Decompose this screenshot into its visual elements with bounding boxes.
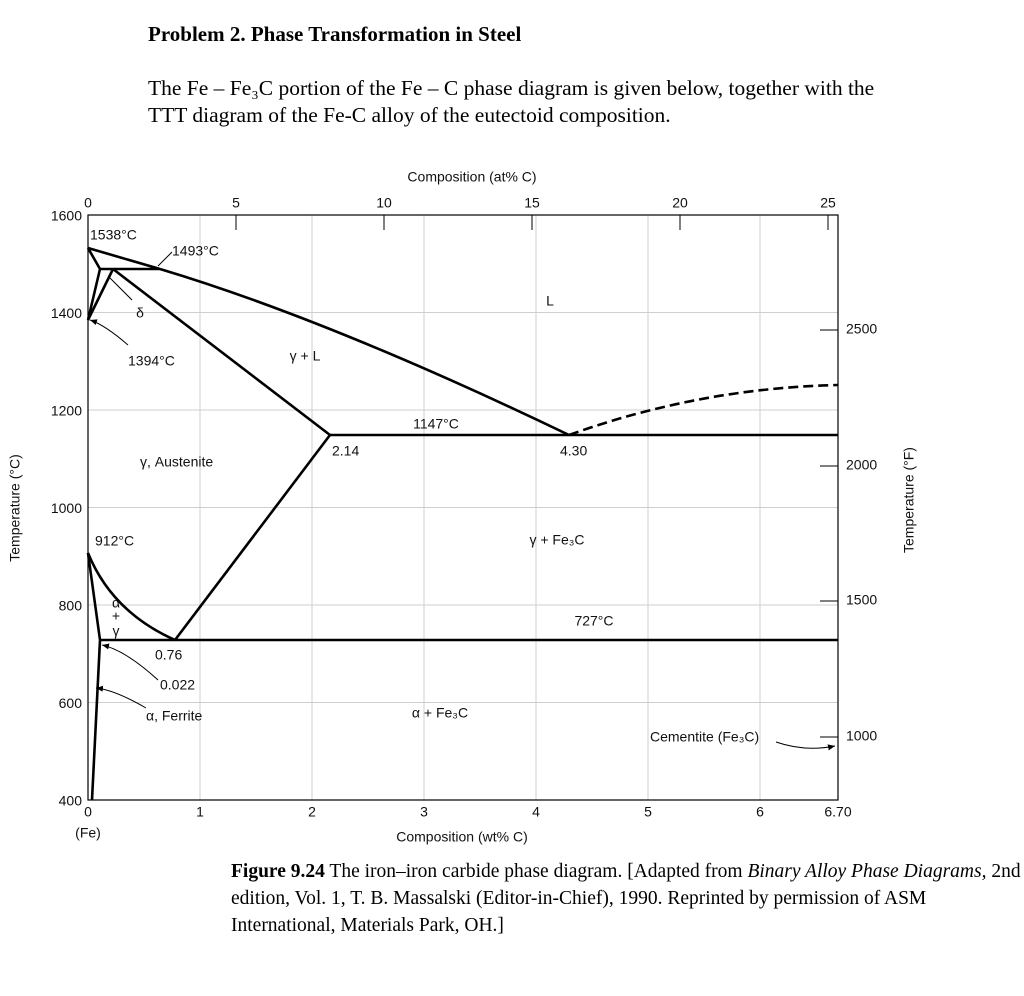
liquidus [159, 267, 570, 437]
top-axis-title: Composition (at% C) [407, 169, 536, 185]
x-tick-label: 0 [84, 804, 92, 820]
ferrite-solvus [86, 552, 102, 801]
top-tick-label: 15 [524, 195, 540, 211]
caption-label: Figure 9.24 [231, 861, 325, 882]
annotation: α, Ferrite [146, 708, 203, 724]
x-tick-label: 5 [644, 804, 652, 820]
leaders [89, 251, 836, 751]
top-tick-label: 25 [820, 195, 836, 211]
annotation: 4.30 [560, 443, 587, 459]
caption-text: The iron–iron carbide phase diagram. [Ad… [324, 861, 748, 882]
x-tick-label: 1 [196, 804, 204, 820]
a3-line [86, 552, 176, 642]
caption-italic: Binary Alloy Phase Diagrams, [747, 861, 987, 882]
y-tick-label: 600 [59, 695, 83, 711]
x-tick-label: 2 [308, 804, 316, 820]
y2-tick-label: 1000 [846, 728, 877, 744]
annotation: γ + Fe₃C [529, 532, 584, 548]
x-tick-label: 4 [532, 804, 540, 820]
problem-title: Problem 2. Phase Transformation in Steel [148, 22, 522, 46]
annotation: 2.14 [332, 443, 359, 459]
leader [101, 643, 159, 681]
y2-tick-label: 1500 [846, 592, 877, 608]
top-tick-label: 10 [376, 195, 392, 211]
leader [109, 277, 133, 301]
y-axis-title: Temperature (°C) [7, 454, 23, 562]
liquidus-dashed [568, 383, 839, 437]
x-tick-label: 6 [756, 804, 764, 820]
annotation: 0.76 [155, 647, 182, 663]
caption-text: 2nd edition, Vol. 1, T. B. Massalski (Ed… [231, 861, 1021, 936]
y-tick-label: 400 [59, 793, 83, 809]
annotation: L [546, 293, 554, 309]
top-tick-label: 20 [672, 195, 688, 211]
x-tick-label: 6.70 [824, 804, 851, 820]
annotation: γ, Austenite [140, 454, 213, 470]
figure-caption: Figure 9.24 The iron–iron carbide phase … [231, 858, 1021, 939]
y-tick-label: 800 [59, 598, 83, 614]
annotation: 0.022 [160, 677, 195, 693]
annotation: γ [113, 623, 120, 639]
acm-line [173, 434, 332, 641]
top-tick-label: 5 [232, 195, 240, 211]
problem-text: The Fe – Fe₃C portion of the Fe – C phas… [148, 76, 875, 127]
annotation: Cementite (Fe₃C) [650, 729, 759, 745]
y2-tick-label: 2000 [846, 457, 877, 473]
solidus [112, 267, 331, 437]
y-tick-label: 1000 [51, 500, 82, 516]
fe-label: (Fe) [75, 825, 101, 841]
y-tick-label: 1200 [51, 403, 82, 419]
leader [95, 685, 147, 709]
delta-boundary [86, 268, 115, 321]
y2-tick-label: 2500 [846, 321, 877, 337]
peritectic [86, 246, 161, 271]
annotation: 1147°C [413, 416, 459, 432]
annotation: 1493°C [172, 243, 219, 259]
x-axis-title: Composition (wt% C) [396, 829, 527, 845]
annotation: α [112, 595, 120, 611]
annotation: 727°C [574, 613, 613, 629]
annotation: δ [136, 305, 144, 321]
grid [88, 215, 838, 800]
leader [775, 741, 836, 751]
x-tick-label: 3 [420, 804, 428, 820]
leader [157, 251, 173, 267]
annotation: 912°C [95, 533, 134, 549]
y-tick-label: 1400 [51, 305, 82, 321]
plot-frame [87, 214, 839, 801]
annotation: γ + L [290, 348, 321, 364]
phase-boundaries [86, 246, 839, 801]
y-tick-label: 1600 [51, 208, 82, 224]
leader [89, 319, 129, 346]
annotation: 1394°C [128, 353, 175, 369]
y2-axis-title: Temperature (°F) [901, 447, 917, 553]
annotation: 1538°C [90, 227, 137, 243]
annotation: + [112, 608, 120, 624]
top-tick-label: 0 [84, 195, 92, 211]
annotation: α + Fe₃C [412, 705, 468, 721]
